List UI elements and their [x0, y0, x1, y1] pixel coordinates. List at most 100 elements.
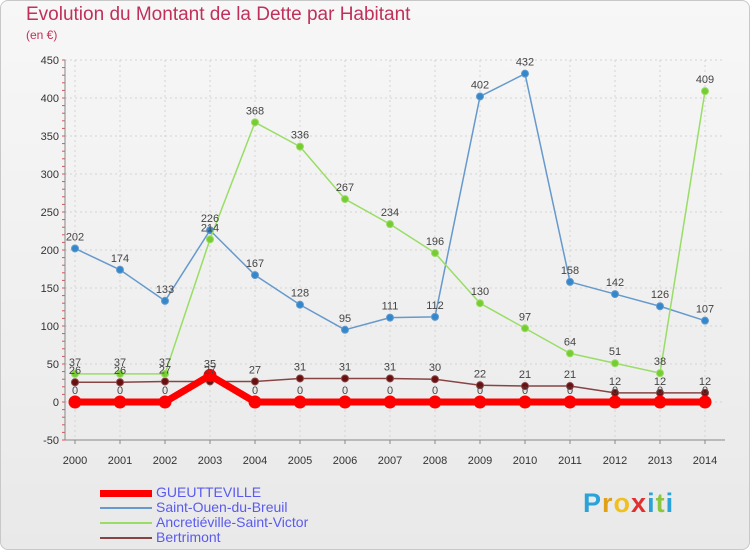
data-label-saint-ouen-du-breuil: 126	[651, 289, 669, 301]
data-label-gueutteville: 0	[387, 385, 393, 397]
x-tick-label: 2008	[423, 455, 447, 467]
x-tick-label: 2000	[63, 455, 87, 467]
data-label-bertrimont: 21	[519, 369, 531, 381]
data-label-saint-ouen-du-breuil: 111	[382, 301, 399, 313]
logo-letter: P	[583, 488, 603, 518]
data-point-gueutteville	[653, 395, 667, 409]
data-label-ancreti-ville-saint-victor: 130	[471, 286, 489, 298]
data-label-bertrimont: 27	[249, 364, 261, 376]
data-label-saint-ouen-du-breuil: 226	[201, 213, 219, 225]
data-point-saint-ouen-du-breuil	[296, 300, 304, 309]
series-layer	[68, 69, 712, 409]
data-point-saint-ouen-du-breuil	[656, 302, 664, 311]
chart-subtitle: (en €)	[26, 28, 58, 42]
y-tick-label: 250	[41, 207, 59, 219]
data-label-saint-ouen-du-breuil: 133	[156, 284, 174, 296]
data-point-bertrimont	[431, 375, 439, 384]
data-label-bertrimont: 21	[564, 369, 576, 381]
data-point-ancreti-ville-saint-victor	[386, 220, 394, 229]
chart-title: Evolution du Montant de la Dette par Hab…	[26, 4, 411, 25]
data-label-bertrimont: 12	[654, 376, 666, 388]
x-tick-label: 2006	[333, 455, 357, 467]
data-point-ancreti-ville-saint-victor	[116, 369, 124, 378]
data-point-ancreti-ville-saint-victor	[206, 235, 214, 244]
data-label-gueutteville: 0	[522, 385, 528, 397]
logo-letter: o	[613, 488, 632, 518]
y-tick-label: 100	[41, 321, 59, 333]
data-point-gueutteville	[473, 395, 487, 409]
data-point-ancreti-ville-saint-victor	[701, 87, 709, 96]
data-point-bertrimont	[341, 374, 349, 383]
data-point-gueutteville	[113, 395, 127, 409]
data-point-saint-ouen-du-breuil	[566, 277, 574, 286]
y-tick-label: 50	[47, 359, 59, 371]
data-point-bertrimont	[476, 381, 484, 390]
data-label-ancreti-ville-saint-victor: 409	[696, 74, 714, 86]
data-label-gueutteville: 0	[567, 385, 573, 397]
data-label-saint-ouen-du-breuil: 402	[471, 79, 489, 91]
data-label-ancreti-ville-saint-victor: 51	[609, 346, 621, 358]
x-tick-label: 2011	[558, 455, 582, 467]
logo-letter: t	[655, 488, 666, 518]
legend-swatch-saint-ouen-du-breuil	[100, 507, 152, 509]
data-label-ancreti-ville-saint-victor: 97	[519, 311, 531, 323]
data-label-gueutteville: 0	[117, 385, 123, 397]
data-point-gueutteville	[518, 395, 532, 409]
logo-letter: x	[631, 488, 648, 518]
data-point-gueutteville	[563, 395, 577, 409]
data-point-ancreti-ville-saint-victor	[71, 369, 79, 378]
y-tick-label: 450	[41, 55, 59, 67]
data-label-saint-ouen-du-breuil: 202	[66, 231, 84, 243]
proxiti-logo: Proxiti	[583, 488, 674, 519]
data-point-bertrimont	[386, 374, 394, 383]
data-label-saint-ouen-du-breuil: 107	[696, 304, 714, 316]
y-tick-label: 0	[53, 397, 59, 409]
series-bertrimont	[71, 374, 709, 397]
data-point-saint-ouen-du-breuil	[71, 244, 79, 253]
data-point-bertrimont	[566, 382, 574, 391]
data-label-gueutteville: 0	[252, 385, 258, 397]
legend-label-ancreti-ville-saint-victor: Ancretiéville-Saint-Victor	[156, 514, 309, 530]
data-point-saint-ouen-du-breuil	[341, 325, 349, 334]
legend-swatch-bertrimont	[100, 537, 152, 539]
data-point-ancreti-ville-saint-victor	[611, 359, 619, 368]
data-label-bertrimont: 31	[339, 361, 351, 373]
data-label-gueutteville: 0	[342, 385, 348, 397]
data-label-ancreti-ville-saint-victor: 267	[336, 182, 354, 194]
data-label-saint-ouen-du-breuil: 142	[606, 277, 624, 289]
data-point-ancreti-ville-saint-victor	[296, 142, 304, 151]
data-label-ancreti-ville-saint-victor: 214	[201, 222, 219, 234]
data-point-gueutteville	[698, 395, 712, 409]
data-label-gueutteville: 0	[297, 385, 303, 397]
data-label-ancreti-ville-saint-victor: 64	[564, 336, 576, 348]
data-label-ancreti-ville-saint-victor: 336	[291, 130, 309, 142]
data-label-gueutteville: 0	[657, 385, 663, 397]
y-tick-label: 350	[41, 131, 59, 143]
logo-letter: r	[602, 488, 614, 518]
data-point-gueutteville	[158, 395, 172, 409]
x-tick-label: 2004	[243, 455, 267, 467]
data-point-bertrimont	[116, 378, 124, 387]
legend-label-saint-ouen-du-breuil: Saint-Ouen-du-Breuil	[156, 499, 288, 515]
data-point-gueutteville	[293, 395, 307, 409]
data-label-gueutteville: 0	[477, 385, 483, 397]
x-tick-label: 2007	[378, 455, 402, 467]
data-label-ancreti-ville-saint-victor: 37	[159, 357, 171, 369]
y-tick-label: 400	[41, 93, 59, 105]
data-label-bertrimont: 12	[699, 376, 711, 388]
y-tick-label: 300	[41, 169, 59, 181]
data-label-ancreti-ville-saint-victor: 368	[246, 105, 264, 117]
data-label-saint-ouen-du-breuil: 128	[291, 288, 309, 300]
data-label-ancreti-ville-saint-victor: 37	[69, 357, 81, 369]
data-label-bertrimont: 27	[204, 364, 216, 376]
data-label-ancreti-ville-saint-victor: 196	[426, 236, 444, 248]
data-point-ancreti-ville-saint-victor	[566, 349, 574, 358]
data-point-gueutteville	[248, 395, 262, 409]
data-point-bertrimont	[251, 377, 259, 386]
data-point-gueutteville	[203, 368, 217, 382]
data-label-saint-ouen-du-breuil: 112	[426, 300, 444, 312]
x-tick-label: 2005	[288, 455, 312, 467]
data-point-gueutteville	[428, 395, 442, 409]
